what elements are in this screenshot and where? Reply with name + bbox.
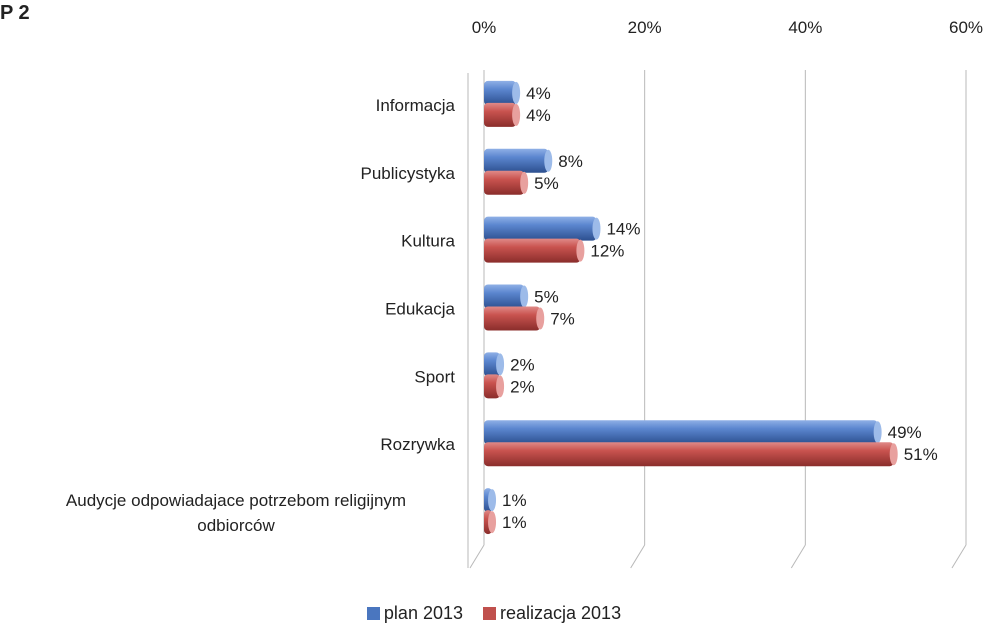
labels: 0% 20% 40% 60% 4% 4% Informacja 8% 5% Publicystyk… xyxy=(66,18,983,535)
legend-swatch-plan xyxy=(366,606,380,620)
bar-realizacja xyxy=(484,306,541,331)
bar-cap xyxy=(512,81,521,104)
legend-label-plan: plan 2013 xyxy=(383,602,463,623)
legend-item-realizacja: realizacja 2013 xyxy=(483,603,621,624)
data-label: 12% xyxy=(590,242,624,261)
data-label: 14% xyxy=(606,220,640,239)
bar-plan xyxy=(484,80,517,105)
bar-cap xyxy=(576,239,585,262)
legend-item-plan: plan 2013 xyxy=(366,602,463,624)
legend-swatch-realizacja xyxy=(483,606,496,620)
data-label: 7% xyxy=(550,310,575,329)
gridline-floor-40 xyxy=(790,544,806,569)
data-label: 1% xyxy=(502,491,527,510)
bar-plan xyxy=(484,352,501,377)
bar-cap xyxy=(488,489,497,512)
bars xyxy=(484,80,898,535)
category-label: Informacja xyxy=(376,96,456,115)
bar-realizacja xyxy=(484,170,525,195)
x-tick-label: 0% xyxy=(472,18,497,37)
x-tick-label: 20% xyxy=(628,18,662,37)
bar-realizacja xyxy=(484,102,517,127)
category-label: Kultura xyxy=(401,232,455,251)
data-label: 8% xyxy=(558,152,583,171)
data-label: 4% xyxy=(526,106,551,125)
x-tick-label: 40% xyxy=(788,18,822,37)
gridline-floor-60 xyxy=(951,544,967,569)
bar-cap xyxy=(520,285,529,308)
category-label: Sport xyxy=(414,367,455,386)
data-label: 5% xyxy=(534,174,559,193)
x-tick-label: 60% xyxy=(949,18,983,37)
data-label: 4% xyxy=(526,84,551,103)
legend: plan 2013 realizacja 2013 xyxy=(0,598,988,628)
bar-chart: 0% 20% 40% 60% 4% 4% Informacja 8% 5% Publicystyk… xyxy=(66,18,983,569)
data-label: 49% xyxy=(888,423,922,442)
category-label: Rozrywka xyxy=(380,435,455,454)
gridline-floor-20 xyxy=(630,544,646,569)
legend-label-realizacja: realizacja 2013 xyxy=(500,602,622,623)
bar-cap xyxy=(536,307,545,330)
gridline-floor-0 xyxy=(469,544,485,569)
bar-realizacja xyxy=(484,238,581,263)
chart-title: P 2 xyxy=(0,2,30,24)
bar-cap xyxy=(512,103,521,126)
bar-realizacja xyxy=(484,374,501,399)
bar-cap xyxy=(496,353,505,376)
data-label: 1% xyxy=(502,513,527,532)
bar-cap xyxy=(496,375,505,398)
category-label: Publicystyka xyxy=(361,164,456,183)
category-label: Edukacja xyxy=(385,300,455,319)
data-label: 2% xyxy=(510,355,535,374)
bar-plan xyxy=(484,216,597,241)
category-label: odbiorców xyxy=(197,516,275,535)
bar-cap xyxy=(592,217,601,240)
data-label: 2% xyxy=(510,377,535,396)
bar-cap xyxy=(488,511,497,534)
bar-plan xyxy=(484,148,549,173)
bar-cap xyxy=(873,421,882,444)
category-label: Audycje odpowiadajace potrzebom religijn… xyxy=(66,491,406,510)
bar-cap xyxy=(889,443,898,466)
bar-plan xyxy=(484,284,525,309)
bar-cap xyxy=(520,171,529,194)
data-label: 5% xyxy=(534,288,559,307)
data-label: 51% xyxy=(904,445,938,464)
bar-realizacja xyxy=(484,442,894,467)
bar-plan xyxy=(484,420,878,445)
bar-cap xyxy=(544,149,553,172)
